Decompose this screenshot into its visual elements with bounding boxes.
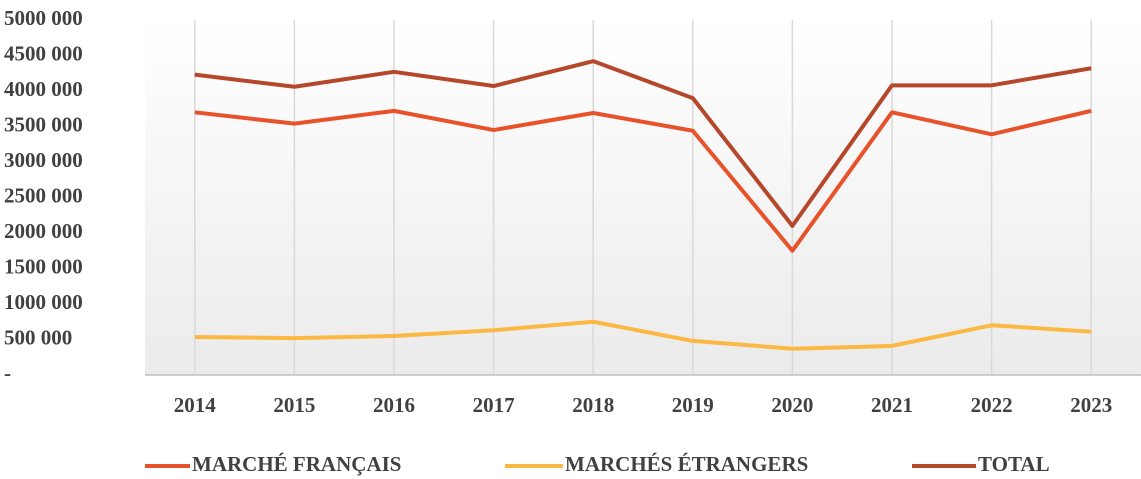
- y-tick-label: 5000 000: [4, 6, 83, 30]
- x-tick-label: 2018: [572, 393, 614, 417]
- y-tick-label: 1500 000: [4, 254, 83, 278]
- series-line: [194, 108, 1092, 253]
- x-tick-label: 2019: [672, 393, 714, 417]
- y-tick-label: 500 000: [4, 325, 72, 349]
- x-tick-label: 2022: [971, 393, 1013, 417]
- x-tick-label: 2014: [174, 393, 217, 417]
- x-tick-label: 2021: [871, 393, 913, 417]
- legend-label: MARCHÉS ÉTRANGERS: [565, 452, 808, 476]
- x-tick-label: 2016: [373, 393, 415, 417]
- y-tick-label: 2000 000: [4, 219, 83, 243]
- x-tick-label: 2015: [273, 393, 315, 417]
- legend-label: MARCHÉ FRANÇAIS: [192, 452, 401, 476]
- x-tick-label: 2017: [473, 393, 515, 417]
- x-tick-label: 2023: [1070, 393, 1112, 417]
- series-line: [194, 319, 1092, 351]
- x-tick-label: 2020: [771, 393, 813, 417]
- legend-label: TOTAL: [978, 452, 1050, 476]
- y-tick-label: 3000 000: [4, 148, 83, 172]
- y-tick-label: 1000 000: [4, 290, 83, 314]
- y-tick-label: 3500 000: [4, 112, 83, 136]
- y-tick-label: 2500 000: [4, 183, 83, 207]
- y-tick-label: 4500 000: [4, 41, 83, 65]
- series-line: [194, 59, 1092, 228]
- y-tick-label: -: [4, 361, 11, 385]
- y-tick-label: 4000 000: [4, 77, 83, 101]
